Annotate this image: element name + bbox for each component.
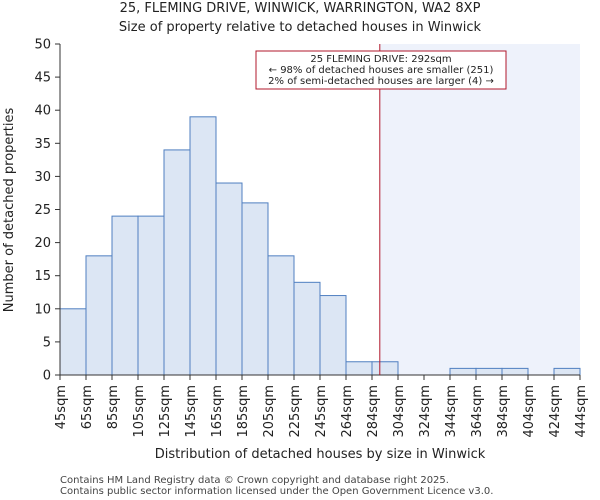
x-tick-label: 344sqm (444, 385, 459, 438)
x-tick-label: 205sqm (262, 385, 277, 438)
x-tick-label: 424sqm (548, 385, 563, 438)
x-tick-label: 225sqm (288, 385, 303, 438)
x-tick-label: 364sqm (470, 385, 485, 438)
y-tick-label: 40 (34, 104, 51, 119)
y-tick-label: 30 (34, 170, 51, 185)
annotation-box: 25 FLEMING DRIVE: 292sqm ← 98% of detach… (255, 50, 507, 90)
x-axis-label: Distribution of detached houses by size … (155, 447, 486, 462)
annotation-line-3: 2% of semi-detached houses are larger (4… (268, 76, 494, 87)
footer-line-2: Contains public sector information licen… (60, 486, 493, 497)
larger-region-shade (379, 44, 580, 375)
y-tick-label: 0 (43, 369, 51, 384)
bar-165sqm (215, 182, 243, 376)
bar-225sqm (293, 281, 321, 376)
annotation-frame (255, 50, 507, 90)
bar-series (59, 116, 581, 376)
bar-85sqm (111, 215, 139, 376)
x-tick-label: 284sqm (366, 385, 381, 438)
chart-subtitle: Size of property relative to detached ho… (119, 20, 482, 35)
y-tick-label: 20 (34, 236, 51, 251)
footer-line-1: Contains HM Land Registry data © Crown c… (60, 475, 449, 486)
bar-424sqm (553, 367, 581, 376)
bar-185sqm (241, 202, 269, 376)
bar-65sqm (85, 255, 113, 376)
x-tick-label: 304sqm (392, 385, 407, 438)
x-tick-label: 245sqm (314, 385, 329, 438)
chart-title: 25, FLEMING DRIVE, WINWICK, WARRINGTON, … (120, 1, 481, 16)
x-tick-label: 105sqm (132, 385, 147, 438)
bar-125sqm (163, 149, 191, 376)
x-tick-label: 444sqm (574, 385, 589, 438)
x-tick-label: 185sqm (236, 385, 251, 438)
bar-105sqm (137, 215, 165, 376)
annotation-line-2: ← 98% of detached houses are smaller (25… (269, 65, 494, 76)
y-tick-label: 50 (34, 38, 51, 53)
x-tick-label: 145sqm (184, 385, 199, 438)
y-tick-label: 25 (34, 203, 51, 218)
bar-284sqm (371, 361, 399, 376)
x-axis-ticks: 45sqm 65sqm 85sqm 105sqm 125sqm 145sqm 165sqm 1… (54, 375, 589, 438)
bar-344sqm (449, 367, 477, 376)
x-tick-label: 264sqm (340, 385, 355, 438)
annotation-line-1: 25 FLEMING DRIVE: 292sqm (310, 54, 451, 65)
bar-264sqm (345, 361, 373, 376)
y-tick-label: 5 (43, 335, 51, 350)
y-tick-label: 10 (34, 302, 51, 317)
bar-45sqm (59, 308, 87, 376)
bar-205sqm (267, 255, 295, 376)
bar-364sqm (475, 367, 503, 376)
x-tick-label: 125sqm (158, 385, 173, 438)
x-tick-label: 45sqm (54, 385, 69, 429)
x-tick-label: 65sqm (80, 385, 95, 429)
y-axis-ticks: 0 5 10 15 20 25 30 35 40 45 50 (34, 38, 60, 384)
y-tick-label: 35 (34, 137, 51, 152)
x-tick-label: 85sqm (106, 385, 121, 429)
bar-384sqm (501, 367, 529, 376)
y-tick-label: 45 (34, 71, 51, 86)
x-tick-label: 165sqm (210, 385, 225, 438)
x-tick-label: 404sqm (522, 385, 537, 438)
x-tick-label: 324sqm (418, 385, 433, 438)
x-tick-label: 384sqm (496, 385, 511, 438)
y-axis-label: Number of detached properties (2, 108, 17, 313)
bar-145sqm (189, 116, 217, 376)
y-tick-label: 15 (34, 269, 51, 284)
bar-245sqm (319, 295, 347, 376)
